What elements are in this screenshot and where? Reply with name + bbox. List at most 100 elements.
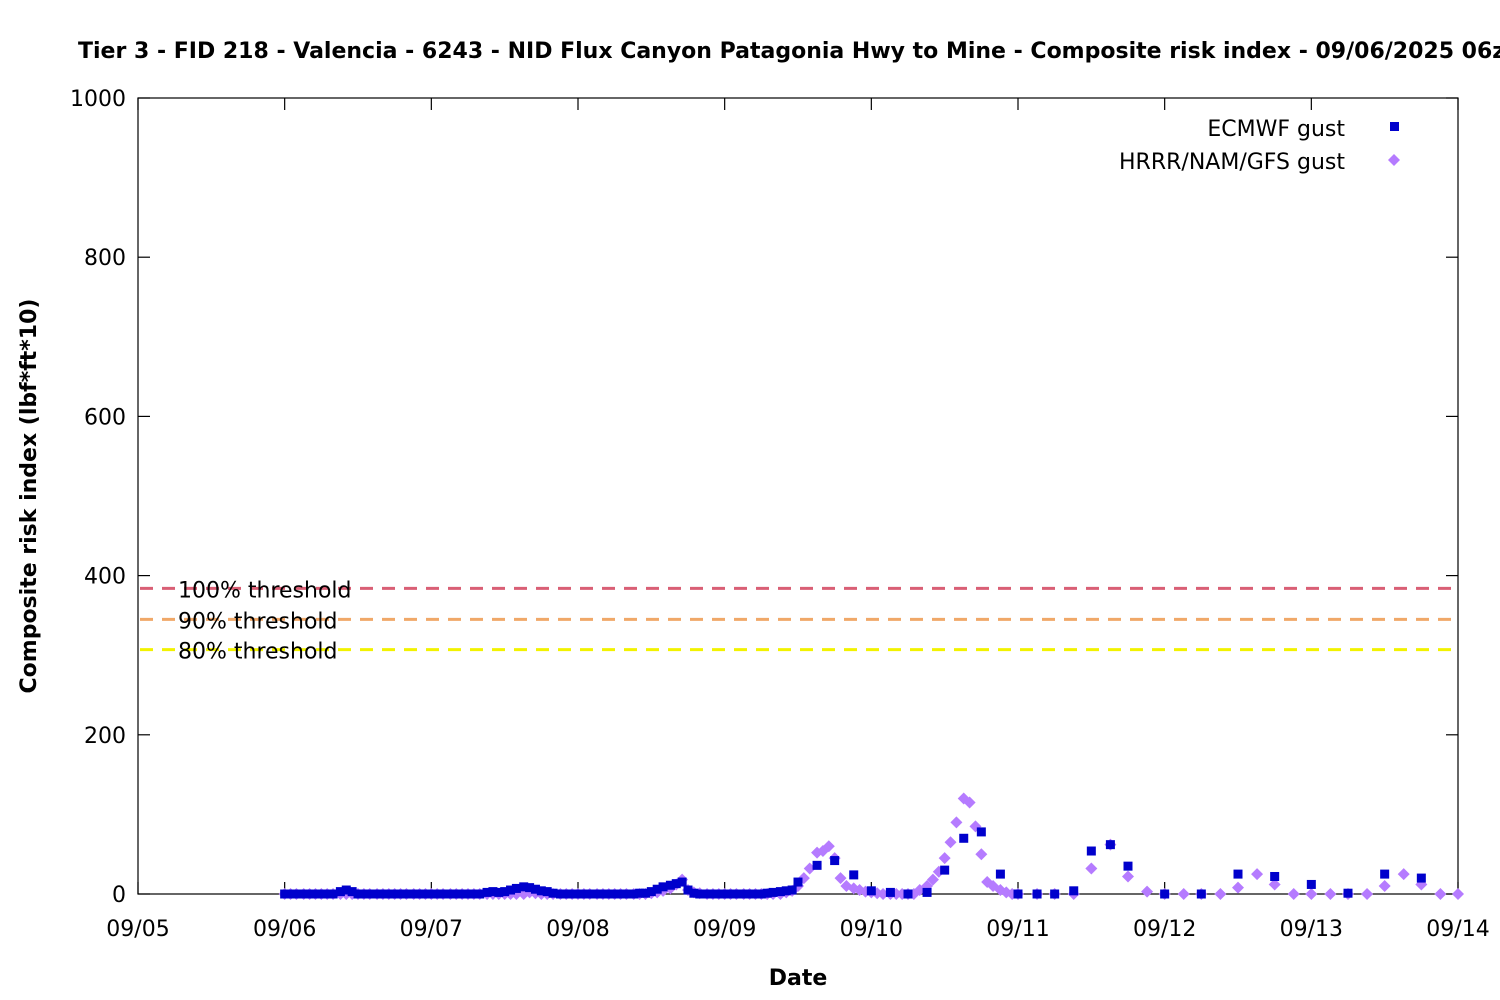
- x-tick-label: 09/07: [400, 917, 463, 942]
- y-tick-label: 600: [84, 405, 126, 430]
- ecmwf-point: [689, 888, 699, 898]
- threshold-label: 100% threshold: [178, 578, 352, 603]
- ecmwf-point: [702, 889, 712, 899]
- hrrr-point: [926, 873, 939, 886]
- ecmwf-point: [610, 889, 620, 899]
- ecmwf-point: [940, 865, 950, 875]
- ecmwf-point: [305, 889, 315, 899]
- ecmwf-point: [451, 889, 461, 899]
- hrrr-point: [1251, 868, 1264, 881]
- hrrr-point: [1378, 880, 1391, 893]
- ecmwf-point: [322, 889, 332, 899]
- ecmwf-point: [616, 889, 626, 899]
- x-axis: 09/05 09/06 09/07 09/08 09/09 09/10 09/11 09/12…: [106, 98, 1490, 942]
- y-tick-label: 400: [84, 565, 126, 590]
- threshold-lines: 100% threshold 90% threshold 80% threshold: [140, 578, 1456, 665]
- ecmwf-point: [903, 889, 913, 899]
- ecmwf-point: [1196, 889, 1206, 899]
- hrrr-point: [1268, 878, 1281, 891]
- ecmwf-point: [280, 889, 290, 899]
- ecmwf-point: [561, 889, 571, 899]
- y-tick-label: 800: [84, 246, 126, 271]
- hrrr-point: [1177, 888, 1190, 900]
- hrrr-point: [1085, 862, 1098, 875]
- ecmwf-point: [830, 856, 840, 866]
- threshold-label: 90% threshold: [178, 609, 338, 634]
- ecmwf-point: [849, 870, 859, 880]
- ecmwf-point: [506, 885, 516, 895]
- ecmwf-point: [995, 869, 1005, 879]
- hrrr-point: [1434, 888, 1447, 900]
- ecmwf-point: [922, 887, 932, 897]
- ecmwf-point: [488, 887, 498, 897]
- x-tick-label: 09/13: [1280, 917, 1343, 942]
- hrrr-point: [1324, 888, 1337, 900]
- ecmwf-point: [793, 877, 803, 887]
- x-tick-label: 09/06: [253, 917, 316, 942]
- ecmwf-point: [1123, 861, 1133, 871]
- ecmwf-point: [310, 889, 320, 899]
- legend-marker-hrrr: [1388, 154, 1400, 166]
- ecmwf-point: [1069, 886, 1079, 896]
- ecmwf-point: [768, 887, 778, 897]
- ecmwf-point: [739, 889, 749, 899]
- hrrr-point: [1214, 888, 1227, 900]
- ecmwf-point: [555, 889, 565, 899]
- ecmwf-point: [378, 889, 388, 899]
- ecmwf-point: [720, 889, 730, 899]
- legend-label-hrrr: HRRR/NAM/GFS gust: [1119, 150, 1345, 175]
- ecmwf-point: [677, 877, 687, 887]
- ecmwf-point: [291, 889, 301, 899]
- ecmwf-point: [640, 888, 650, 898]
- hrrr-point: [944, 836, 957, 849]
- ecmwf-point: [629, 889, 639, 899]
- legend: ECMWF gust HRRR/NAM/GFS gust: [1119, 117, 1400, 175]
- ecmwf-point: [341, 885, 351, 895]
- ecmwf-point: [1270, 871, 1280, 881]
- ecmwf-point: [708, 889, 718, 899]
- ecmwf-point: [604, 889, 614, 899]
- ecmwf-point: [635, 888, 645, 898]
- ecmwf-point: [432, 889, 442, 899]
- ecmwf-point: [286, 889, 296, 899]
- ecmwf-point: [731, 889, 741, 899]
- ecmwf-point: [671, 879, 681, 889]
- hrrr-point: [1122, 870, 1134, 883]
- ecmwf-point: [457, 889, 467, 899]
- ecmwf-point: [658, 882, 668, 892]
- y-tick-label: 200: [84, 724, 126, 749]
- ecmwf-point: [781, 886, 791, 896]
- ecmwf-point: [1416, 873, 1426, 883]
- ecmwf-point: [726, 889, 736, 899]
- hrrr-point: [1361, 888, 1374, 900]
- ecmwf-point: [401, 889, 411, 899]
- ecmwf-point: [714, 889, 724, 899]
- ecmwf-point: [621, 889, 631, 899]
- hrrr-point: [1452, 888, 1464, 900]
- y-axis-title: Composite risk index (lbf*ft*10): [17, 299, 42, 694]
- ecmwf-point: [426, 889, 436, 899]
- ecmwf-point: [420, 889, 430, 899]
- y-tick-label: 1000: [70, 87, 126, 112]
- ecmwf-point: [438, 889, 448, 899]
- ecmwf-point: [396, 889, 406, 899]
- ecmwf-point: [1086, 846, 1096, 856]
- ecmwf-point: [519, 882, 529, 892]
- x-axis-title: Date: [769, 966, 828, 991]
- ecmwf-point: [475, 889, 485, 899]
- hrrr-point: [950, 816, 963, 829]
- ecmwf-point: [756, 889, 766, 899]
- ecmwf-point: [976, 827, 986, 837]
- ecmwf-point: [646, 887, 656, 897]
- ecmwf-point: [1233, 869, 1243, 879]
- data-series: [278, 792, 1464, 900]
- ecmwf-point: [335, 887, 345, 897]
- ecmwf-point: [579, 889, 589, 899]
- ecmwf-point: [1105, 840, 1115, 850]
- ecmwf-point: [959, 833, 969, 843]
- chart-title: Tier 3 - FID 218 - Valencia - 6243 - NID…: [78, 39, 1500, 64]
- x-tick-label: 09/12: [1133, 917, 1196, 942]
- x-tick-label: 09/09: [693, 917, 756, 942]
- ecmwf-point: [775, 887, 785, 897]
